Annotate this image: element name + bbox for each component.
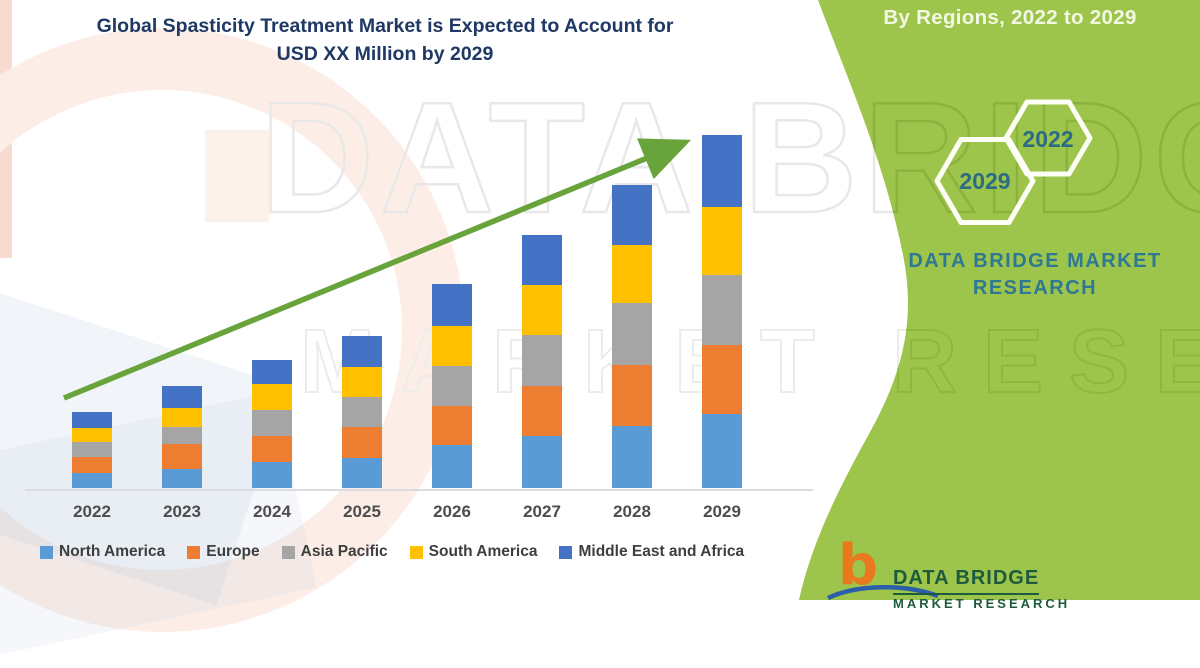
legend-label: Middle East and Africa xyxy=(578,543,745,560)
bar-segment-europe xyxy=(432,406,472,445)
legend-swatch-icon xyxy=(40,545,53,559)
x-axis-label-2022: 2022 xyxy=(73,502,111,521)
x-axis-label-2028: 2028 xyxy=(613,502,651,521)
bar-segment-europe xyxy=(702,345,742,414)
legend-item-middle-east-and-africa: Middle East and Africa xyxy=(559,543,744,561)
bar-segment-asia-pacific xyxy=(342,397,382,427)
bar-segment-south-america xyxy=(72,428,112,442)
bar-segment-middle-east-and-africa xyxy=(702,135,742,207)
bar-segment-north-america xyxy=(612,426,652,488)
bar-segment-north-america xyxy=(342,458,382,488)
bar-segment-europe xyxy=(342,427,382,458)
legend-item-north-america: North America xyxy=(40,543,165,561)
bar-segment-north-america xyxy=(522,436,562,488)
bar-segment-europe xyxy=(252,436,292,462)
panel-watermark-line1: DATA BRIDGE xyxy=(260,70,1200,246)
legend-label: South America xyxy=(428,543,538,560)
x-axis-label-2024: 2024 xyxy=(253,502,291,521)
bar-segment-europe xyxy=(162,444,202,469)
x-axis-line xyxy=(25,489,813,491)
legend-label: North America xyxy=(59,543,166,560)
bar-2022 xyxy=(72,412,112,488)
bar-segment-north-america xyxy=(162,469,202,488)
stacked-bar-chart: Global Spasticity Treatment Market is Ex… xyxy=(25,12,813,561)
bar-segment-north-america xyxy=(72,473,112,488)
legend-item-south-america: South America xyxy=(409,543,538,561)
x-axis-label-2026: 2026 xyxy=(433,502,471,521)
legend-item-europe: Europe xyxy=(187,543,260,561)
bar-segment-south-america xyxy=(702,207,742,275)
chart-title: Global Spasticity Treatment Market is Ex… xyxy=(35,12,735,68)
legend-swatch-icon xyxy=(409,545,423,559)
bar-segment-asia-pacific xyxy=(72,442,112,457)
legend-item-asia-pacific: Asia Pacific xyxy=(281,543,388,561)
side-panel-background: DATA BRIDGE MARKET RESEARCH xyxy=(260,0,1200,600)
bar-segment-asia-pacific xyxy=(252,410,292,436)
hexagon-2022-icon xyxy=(1003,99,1093,177)
x-axis-label-2027: 2027 xyxy=(523,502,561,521)
legend-swatch-icon xyxy=(559,545,573,559)
x-axis-label-2023: 2023 xyxy=(163,502,201,521)
footer-logo-swoosh-icon xyxy=(827,585,939,600)
legend-swatch-icon xyxy=(187,545,201,559)
bar-segment-north-america xyxy=(252,462,292,488)
bar-segment-north-america xyxy=(432,445,472,488)
bar-segment-south-america xyxy=(162,408,202,427)
chart-title-line2: USD XX Million by 2029 xyxy=(276,43,494,65)
bar-segment-europe xyxy=(72,457,112,473)
x-axis-label-2025: 2025 xyxy=(343,502,381,521)
legend-label: Asia Pacific xyxy=(300,543,388,560)
bar-segment-middle-east-and-africa xyxy=(72,412,112,428)
chart-title-line1: Global Spasticity Treatment Market is Ex… xyxy=(96,15,674,37)
green-panel-shape xyxy=(799,0,1200,600)
legend-label: Europe xyxy=(206,543,260,560)
bar-segment-north-america xyxy=(702,414,742,488)
hexagon-2029-icon xyxy=(934,137,1036,225)
x-axis-label-2029: 2029 xyxy=(703,502,741,521)
bar-segment-asia-pacific xyxy=(162,427,202,444)
bar-segment-asia-pacific xyxy=(702,275,742,345)
legend-swatch-icon xyxy=(281,545,295,559)
panel-watermark-line2: MARKET RESEARCH xyxy=(300,312,1200,412)
bar-2029 xyxy=(702,135,742,488)
chart-legend: North America Europe Asia Pacific South Ame… xyxy=(40,543,744,561)
